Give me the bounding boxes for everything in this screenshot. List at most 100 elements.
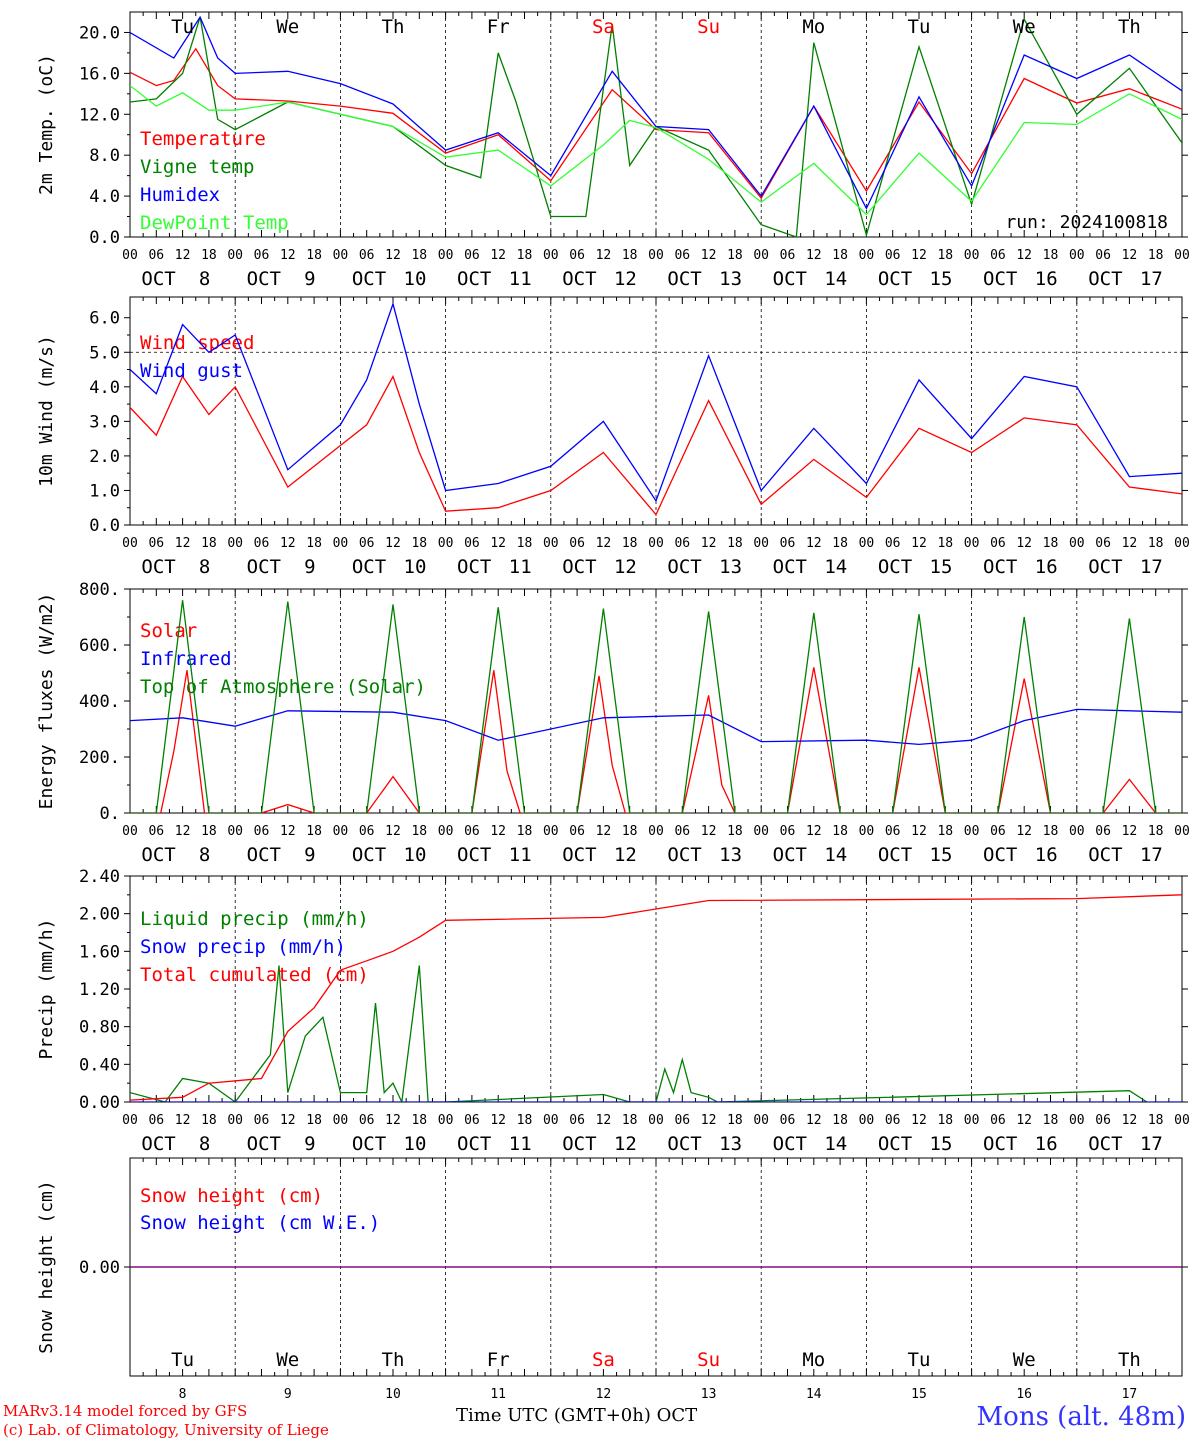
date-day: 17 — [1140, 844, 1163, 866]
y-tick-label: 1.60 — [79, 942, 120, 962]
hour-label: 18 — [201, 248, 217, 263]
hour-label: 18 — [727, 1113, 743, 1128]
hour-label: 12 — [385, 1113, 401, 1128]
legend-precip-0: Liquid precip (mm/h) — [140, 908, 369, 930]
hour-label: 00 — [859, 824, 875, 839]
hour-label: 12 — [806, 824, 822, 839]
hour-label: 12 — [490, 824, 506, 839]
hour-label: 00 — [753, 824, 769, 839]
hour-label: 06 — [464, 536, 480, 551]
y-axis-label: 2m Temp. (oC) — [36, 54, 57, 195]
hour-label: 00 — [648, 1113, 664, 1128]
date-month: OCT — [141, 1133, 175, 1155]
series-line-temp-1 — [130, 16, 1182, 237]
legend-energy-2: Top of Atmosphere (Solar) — [140, 676, 426, 698]
weekday-label-top: We — [276, 16, 299, 38]
hour-label: 06 — [148, 248, 164, 263]
hour-label: 00 — [859, 536, 875, 551]
hour-label: 12 — [385, 824, 401, 839]
hour-label: 06 — [569, 248, 585, 263]
weekday-label-bottom: Th — [1118, 1349, 1141, 1371]
hour-label: 12 — [911, 824, 927, 839]
hour-label: 00 — [122, 536, 138, 551]
hour-label: 12 — [175, 536, 191, 551]
hour-label: 12 — [1122, 248, 1138, 263]
series-line-temp-0 — [130, 47, 1182, 200]
day-number: 17 — [1122, 1387, 1138, 1402]
hour-label: 12 — [280, 824, 296, 839]
hour-label: 06 — [885, 824, 901, 839]
date-month: OCT — [562, 844, 596, 866]
hour-label: 06 — [464, 1113, 480, 1128]
date-month: OCT — [667, 844, 701, 866]
date-month: OCT — [773, 556, 807, 578]
y-tick-label: 0.80 — [79, 1018, 120, 1038]
hour-label: 06 — [359, 1113, 375, 1128]
date-day: 10 — [404, 268, 427, 290]
date-month: OCT — [141, 556, 175, 578]
date-month: OCT — [1088, 1133, 1122, 1155]
day-number: 10 — [385, 1387, 401, 1402]
date-month: OCT — [878, 556, 912, 578]
hour-label: 18 — [517, 536, 533, 551]
y-axis-label: 10m Wind (m/s) — [36, 335, 57, 487]
panel-precip: 0.00 0.40 0.80 1.20 1.60 2.00 2.40 Precip (mm/h… — [36, 867, 1190, 1155]
hour-label: 00 — [227, 1113, 243, 1128]
hour-label: 06 — [674, 824, 690, 839]
legend-temp-3: DewPoint Temp — [140, 212, 289, 234]
hour-label: 00 — [1174, 248, 1190, 263]
hour-label: 00 — [1069, 248, 1085, 263]
series-line-temp-3 — [130, 85, 1182, 216]
weekday-label-bottom: Th — [382, 1349, 405, 1371]
weekday-label-top: Th — [1118, 16, 1141, 38]
hour-label: 18 — [727, 248, 743, 263]
date-day: 16 — [1035, 844, 1058, 866]
hour-label: 12 — [175, 1113, 191, 1128]
hour-label: 00 — [964, 536, 980, 551]
date-month: OCT — [983, 556, 1017, 578]
weekday-label-bottom: Mo — [802, 1349, 825, 1371]
hour-label: 00 — [227, 536, 243, 551]
hour-label: 00 — [648, 536, 664, 551]
weekday-label-bottom: Sa — [592, 1349, 615, 1371]
legend-temp-1: Vigne temp — [140, 156, 254, 178]
legend-wind-1: Wind gust — [140, 360, 243, 382]
y-tick-label: 1.0 — [89, 481, 120, 501]
hour-label: 00 — [543, 248, 559, 263]
y-tick-label: 0.00 — [79, 1258, 120, 1278]
hour-label: 12 — [911, 248, 927, 263]
y-tick-label: 6.0 — [89, 309, 120, 329]
date-day: 10 — [404, 844, 427, 866]
hour-label: 18 — [1148, 824, 1164, 839]
hour-label: 12 — [280, 536, 296, 551]
date-day: 10 — [404, 1133, 427, 1155]
hour-label: 00 — [227, 824, 243, 839]
date-day: 14 — [824, 556, 847, 578]
station-name: Mons (alt. 48m) — [976, 1402, 1186, 1432]
hour-label: 06 — [885, 248, 901, 263]
legend-snow-1: Snow height (cm W.E.) — [140, 1212, 380, 1234]
date-day: 11 — [509, 844, 532, 866]
y-tick-label: 800. — [79, 580, 120, 600]
weekday-label-bottom: Tu — [908, 1349, 931, 1371]
hour-label: 00 — [1069, 824, 1085, 839]
series-line-precip-2 — [130, 894, 1182, 1101]
hour-label: 18 — [832, 248, 848, 263]
weekday-label-top: Sa — [592, 16, 615, 38]
hour-label: 12 — [490, 1113, 506, 1128]
y-tick-label: 0. — [100, 804, 120, 824]
hour-label: 12 — [280, 248, 296, 263]
hour-label: 12 — [175, 824, 191, 839]
hour-label: 18 — [411, 248, 427, 263]
panel-temp: 0.0 4.0 8.0 12.0 16.0 20.0 2m Temp. (oC) Temper… — [36, 11, 1190, 290]
hour-label: 18 — [306, 1113, 322, 1128]
hour-label: 00 — [964, 248, 980, 263]
hour-label: 06 — [254, 1113, 270, 1128]
panel-frame — [129, 11, 1183, 238]
hour-label: 12 — [1016, 248, 1032, 263]
date-day: 15 — [930, 1133, 953, 1155]
credit-model: MARv3.14 model forced by GFS — [3, 1402, 248, 1420]
date-day: 12 — [614, 268, 637, 290]
hour-label: 06 — [254, 248, 270, 263]
hour-label: 12 — [596, 1113, 612, 1128]
